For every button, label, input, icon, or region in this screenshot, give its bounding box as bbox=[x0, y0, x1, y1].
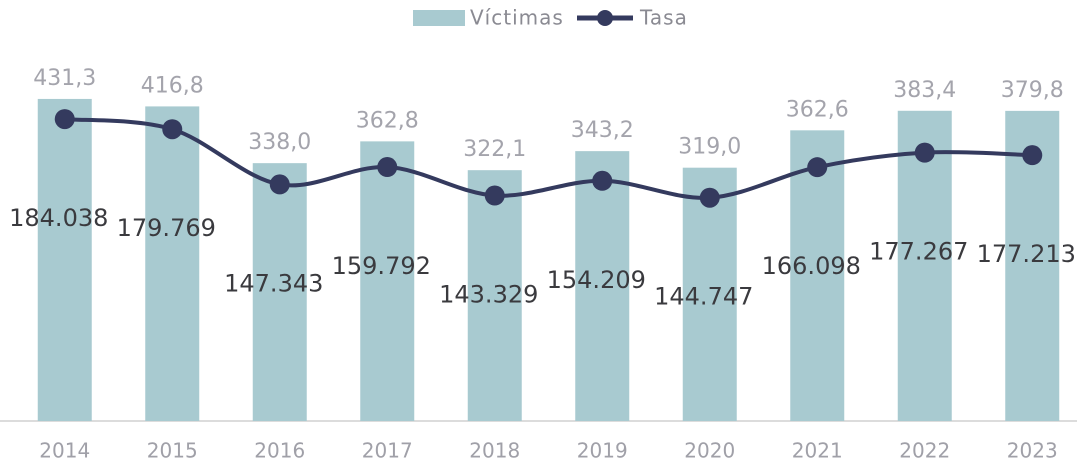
legend-label: Víctimas bbox=[470, 6, 564, 30]
x-tick-label: 2019 bbox=[577, 439, 628, 463]
line-marker bbox=[807, 157, 828, 178]
data-label: 177.267 bbox=[869, 238, 968, 266]
bar bbox=[145, 106, 200, 422]
data-label: 319,0 bbox=[678, 135, 741, 160]
bar bbox=[575, 151, 630, 421]
data-label: 343,2 bbox=[571, 118, 634, 143]
data-label: 362,6 bbox=[786, 97, 849, 122]
line-marker bbox=[377, 157, 398, 178]
data-label: 322,1 bbox=[463, 137, 526, 162]
data-label: 159.792 bbox=[332, 252, 431, 280]
x-tick-label: 2021 bbox=[792, 439, 843, 463]
x-tick-label: 2017 bbox=[362, 439, 413, 463]
data-label: 416,8 bbox=[141, 73, 204, 98]
data-label: 144.747 bbox=[654, 283, 753, 311]
legend-marker bbox=[597, 10, 613, 26]
line-marker bbox=[162, 119, 183, 140]
legend-swatch bbox=[413, 10, 465, 26]
x-tick-label: 2018 bbox=[469, 439, 520, 463]
x-tick-label: 2015 bbox=[147, 439, 198, 463]
data-label: 338,0 bbox=[248, 130, 311, 155]
data-label: 166.098 bbox=[762, 252, 861, 280]
data-label: 143.329 bbox=[439, 281, 538, 309]
bar bbox=[252, 163, 307, 421]
x-tick-label: 2014 bbox=[39, 439, 90, 463]
line-marker bbox=[699, 187, 720, 208]
data-label: 379,8 bbox=[1001, 78, 1064, 103]
line-marker bbox=[592, 170, 613, 191]
data-label: 177.213 bbox=[977, 240, 1076, 268]
data-label: 362,8 bbox=[356, 108, 419, 133]
data-label: 184.038 bbox=[9, 204, 108, 232]
line-marker bbox=[54, 109, 75, 130]
bar bbox=[790, 130, 845, 422]
data-label: 147.343 bbox=[224, 269, 323, 297]
bar bbox=[37, 98, 92, 421]
bar bbox=[467, 170, 522, 421]
bar bbox=[360, 141, 415, 421]
line-marker bbox=[484, 185, 505, 206]
line bbox=[64, 117, 1033, 200]
bar bbox=[682, 167, 737, 421]
line-marker bbox=[1022, 145, 1043, 166]
line-marker bbox=[269, 174, 290, 195]
line-marker bbox=[914, 142, 935, 163]
x-tick-label: 2022 bbox=[899, 439, 950, 463]
x-tick-label: 2016 bbox=[254, 439, 305, 463]
legend-label: Tasa bbox=[639, 6, 688, 30]
x-tick-label: 2020 bbox=[684, 439, 735, 463]
data-label: 179.769 bbox=[117, 214, 216, 242]
data-label: 154.209 bbox=[547, 266, 646, 294]
x-tick-label: 2023 bbox=[1007, 439, 1058, 463]
data-label: 431,3 bbox=[33, 66, 96, 91]
data-label: 383,4 bbox=[893, 78, 956, 103]
